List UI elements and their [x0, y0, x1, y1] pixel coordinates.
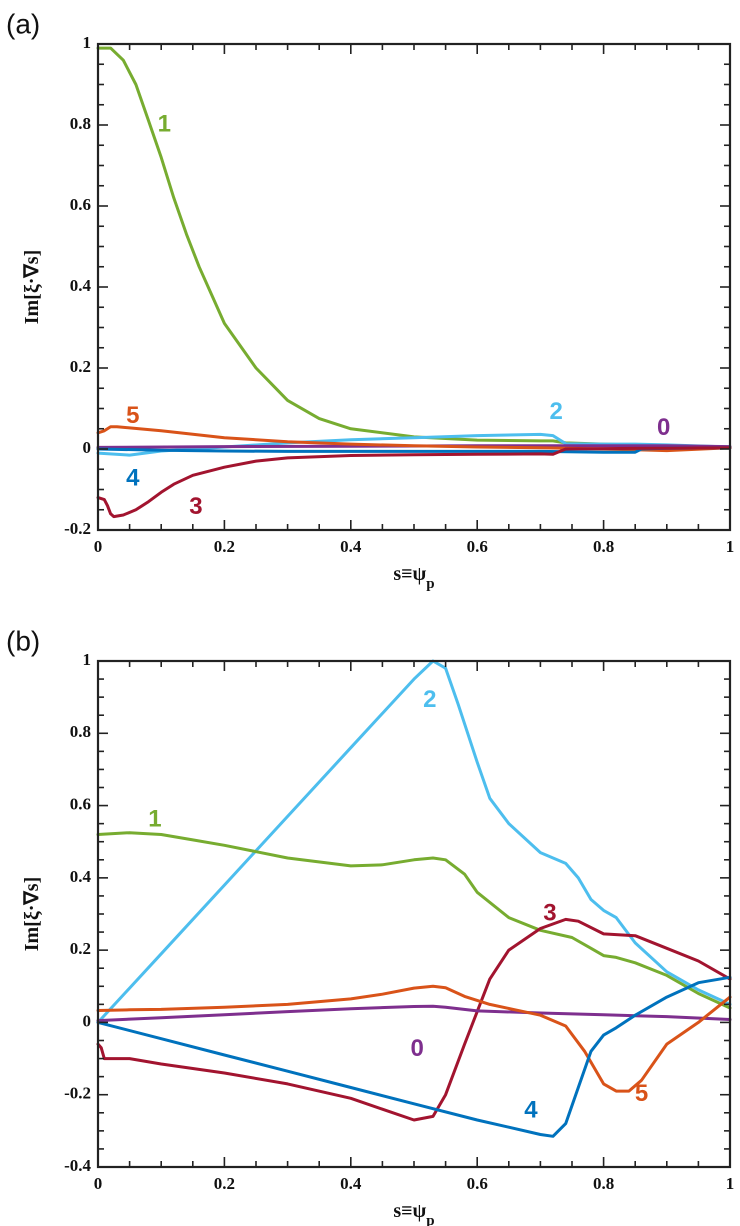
y-tick-label: 0.6: [70, 794, 91, 813]
y-tick-label: 1: [83, 33, 92, 52]
series-line-3: [96, 917, 732, 1122]
series-lines: [96, 46, 732, 519]
y-tick-label: 0: [83, 438, 92, 457]
panel-label: (b): [6, 625, 40, 656]
x-tick-label: 0.2: [214, 1174, 235, 1193]
y-tick-label: 0.2: [70, 939, 91, 958]
y-tick-label: 0.8: [70, 722, 91, 741]
y-axis-label: Im[ξ·∇s]: [21, 250, 43, 325]
axis-ticks: [97, 660, 731, 1168]
x-tick-label: 0.8: [593, 537, 614, 556]
series-label-3: 3: [189, 493, 202, 520]
x-tick-label: 0.2: [214, 537, 235, 556]
series-lines: [96, 659, 732, 1138]
series-label-0: 0: [410, 1035, 423, 1062]
series-line-1: [96, 831, 732, 1010]
series-label-1: 1: [158, 110, 171, 137]
series-label-0: 0: [657, 414, 670, 441]
x-tick-label: 0.4: [340, 537, 362, 556]
y-tick-label: 1: [83, 650, 92, 669]
y-axis-label: Im[ξ·∇s]: [21, 877, 43, 952]
panel-label: (a): [6, 8, 40, 39]
x-tick-label: 0: [94, 537, 103, 556]
plot-frame: [96, 42, 732, 532]
series-line-5: [96, 984, 732, 1093]
series-label-5: 5: [126, 402, 139, 429]
y-tick-label: -0.4: [64, 1156, 91, 1175]
x-tick-label: 0: [94, 1174, 103, 1193]
x-tick-label: 0.6: [467, 1174, 488, 1193]
panel-b: (b) 2 1 3 0 5 4 0 0.2 0.4 0.6 0.8 1 -0.4 -0.2 0 0.2 0.4 0.…: [6, 625, 734, 1226]
y-tick-label: 0.8: [70, 114, 91, 133]
y-tick-label: 0.2: [70, 357, 91, 376]
y-tick-label: -0.2: [64, 1084, 91, 1103]
y-tick-label: 0.4: [70, 867, 92, 886]
series-label-3: 3: [543, 899, 556, 926]
x-axis-label: s≡ψp: [393, 1200, 434, 1226]
x-tick-label: 0.4: [340, 1174, 362, 1193]
y-tick-label: 0.4: [70, 276, 92, 295]
series-label-2: 2: [423, 686, 436, 713]
series-line-4: [96, 975, 732, 1138]
y-tick-label: 0: [83, 1011, 92, 1030]
series-line-3: [96, 446, 732, 519]
x-tick-label: 0.6: [467, 537, 488, 556]
series-line-0: [96, 1004, 732, 1023]
y-tick-label: -0.2: [64, 519, 91, 538]
x-tick-label: 1: [726, 537, 735, 556]
x-tick-label: 0.8: [593, 1174, 614, 1193]
series-label-5: 5: [635, 1080, 648, 1107]
axis-ticks: [97, 43, 731, 531]
x-axis-label: s≡ψp: [393, 563, 434, 592]
y-tick-label: 0.6: [70, 195, 91, 214]
series-label-4: 4: [126, 465, 140, 492]
series-label-2: 2: [550, 398, 563, 425]
series-line-2: [96, 659, 732, 1024]
series-label-1: 1: [148, 805, 161, 832]
series-line-1: [96, 46, 732, 449]
series-label-4: 4: [524, 1096, 538, 1123]
x-tick-label: 1: [726, 1174, 735, 1193]
